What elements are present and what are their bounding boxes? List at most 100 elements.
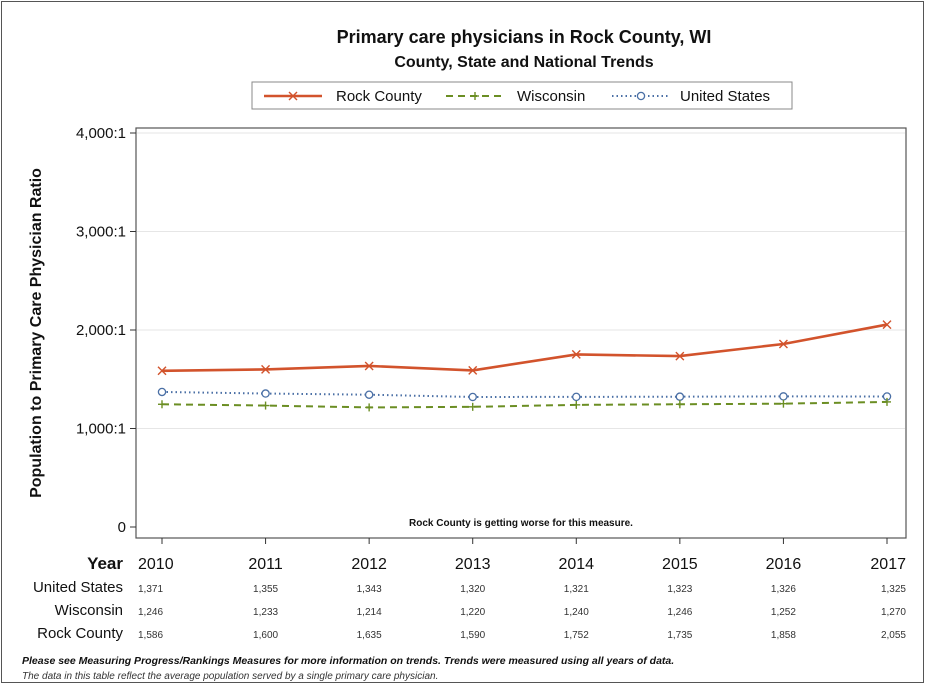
table-cell: 1,858 (771, 630, 796, 641)
x-axis-ticks (161, 538, 888, 544)
legend-label: Wisconsin (517, 88, 585, 105)
legend-label: Rock County (336, 88, 422, 105)
plot-area (135, 127, 907, 539)
year-tick-label: 2016 (766, 556, 802, 573)
series-line-united-states (161, 390, 888, 398)
marker-x (288, 91, 298, 101)
legend: Rock County Wisconsin United States (251, 81, 793, 110)
table-cell: 1,323 (667, 584, 692, 595)
table-row-label: United States (33, 579, 123, 596)
data-point (675, 392, 685, 401)
table-cell: 1,233 (253, 607, 278, 618)
year-row-label: Year (87, 554, 123, 573)
data-point (779, 392, 788, 401)
table-cell: 1,586 (138, 630, 163, 641)
series-line-rock-county (161, 323, 888, 373)
table-cell: 1,246 (667, 607, 692, 618)
data-point (468, 392, 477, 402)
marker-x (364, 361, 374, 371)
year-tick-label: 2015 (662, 556, 698, 573)
data-point (572, 400, 581, 409)
footnote-trends: Please see Measuring Progress/Rankings M… (22, 655, 674, 667)
marker-circle (261, 389, 270, 398)
data-point (471, 92, 479, 100)
y-tick-label: 0 (118, 519, 126, 536)
series-layer (157, 320, 892, 412)
y-axis: 0 1,000:1 2,000:1 3,000:1 4,000:1 (76, 125, 136, 536)
y-tick-label: 2,000:1 (76, 322, 126, 339)
marker-x (882, 320, 892, 330)
marker-circle (364, 390, 374, 399)
table-cell: 2,055 (881, 630, 906, 641)
year-tick-label: 2017 (870, 556, 906, 573)
data-point (778, 339, 788, 349)
data-point (288, 91, 298, 101)
marker-circle (468, 392, 477, 402)
legend-label: United States (680, 88, 770, 105)
gridlines (137, 132, 905, 429)
table-cell: 1,590 (460, 630, 485, 641)
table-cell: 1,220 (460, 607, 485, 618)
year-tick-labels: 2010 2011 2012 2013 2014 2015 2016 2017 (138, 556, 906, 573)
data-point (261, 389, 270, 398)
data-point (365, 403, 374, 412)
table-cell: 1,635 (357, 630, 382, 641)
data-point (157, 387, 167, 397)
chart-title: Primary care physicians in Rock County, … (337, 27, 712, 47)
table-cell: 1,600 (253, 630, 278, 641)
data-point (364, 390, 374, 399)
data-point (675, 351, 685, 361)
table-cell: 1,325 (881, 584, 906, 595)
year-tick-label: 2011 (248, 556, 283, 573)
marker-circle (779, 392, 788, 401)
data-point (882, 320, 892, 330)
footnote-definition: The data in this table reflect the avera… (22, 671, 438, 682)
table-cell: 1,252 (771, 607, 796, 618)
data-point (261, 364, 271, 374)
data-point (158, 400, 166, 409)
table-cell: 1,326 (771, 584, 796, 595)
data-point (572, 392, 581, 402)
table-row-label: Wisconsin (55, 602, 123, 619)
marker-x (261, 364, 271, 374)
table-cell: 1,343 (357, 584, 382, 595)
table-cell: 1,240 (564, 607, 589, 618)
data-point (364, 361, 374, 371)
data-point (261, 401, 270, 410)
year-tick-label: 2013 (455, 556, 491, 573)
marker-x (778, 339, 788, 349)
table-cell: 1,321 (564, 584, 589, 595)
y-axis-label: Population to Primary Care Physician Rat… (28, 168, 45, 498)
table-cell: 1,355 (253, 584, 278, 595)
marker-x (675, 351, 685, 361)
marker-x (468, 365, 478, 375)
data-point (571, 349, 581, 359)
data-point (675, 400, 684, 409)
data-table: United States 1,371 1,355 1,343 1,320 1,321 1,… (33, 579, 906, 642)
year-tick-label: 2012 (351, 556, 387, 573)
data-point (636, 91, 646, 101)
table-cell: 1,752 (564, 630, 589, 641)
legend-box (251, 81, 793, 110)
table-cell: 1,214 (357, 607, 382, 618)
table-cell: 1,320 (460, 584, 485, 595)
data-point (468, 365, 478, 375)
table-cell: 1,735 (667, 630, 692, 641)
year-tick-label: 2010 (138, 556, 174, 573)
y-tick-label: 4,000:1 (76, 125, 126, 142)
data-point (157, 366, 167, 376)
table-cell: 1,371 (138, 584, 163, 595)
data-point (779, 399, 788, 408)
data-point (468, 402, 477, 411)
y-tick-label: 1,000:1 (76, 421, 126, 438)
data-point (883, 397, 891, 406)
marker-circle (157, 387, 167, 397)
chart-annotation: Rock County is getting worse for this me… (409, 518, 633, 529)
marker-circle (572, 392, 581, 402)
series-line-wisconsin (161, 400, 888, 409)
table-row-label: Rock County (37, 625, 123, 642)
table-cell: 1,270 (881, 607, 906, 618)
chart-subtitle: County, State and National Trends (394, 54, 653, 71)
